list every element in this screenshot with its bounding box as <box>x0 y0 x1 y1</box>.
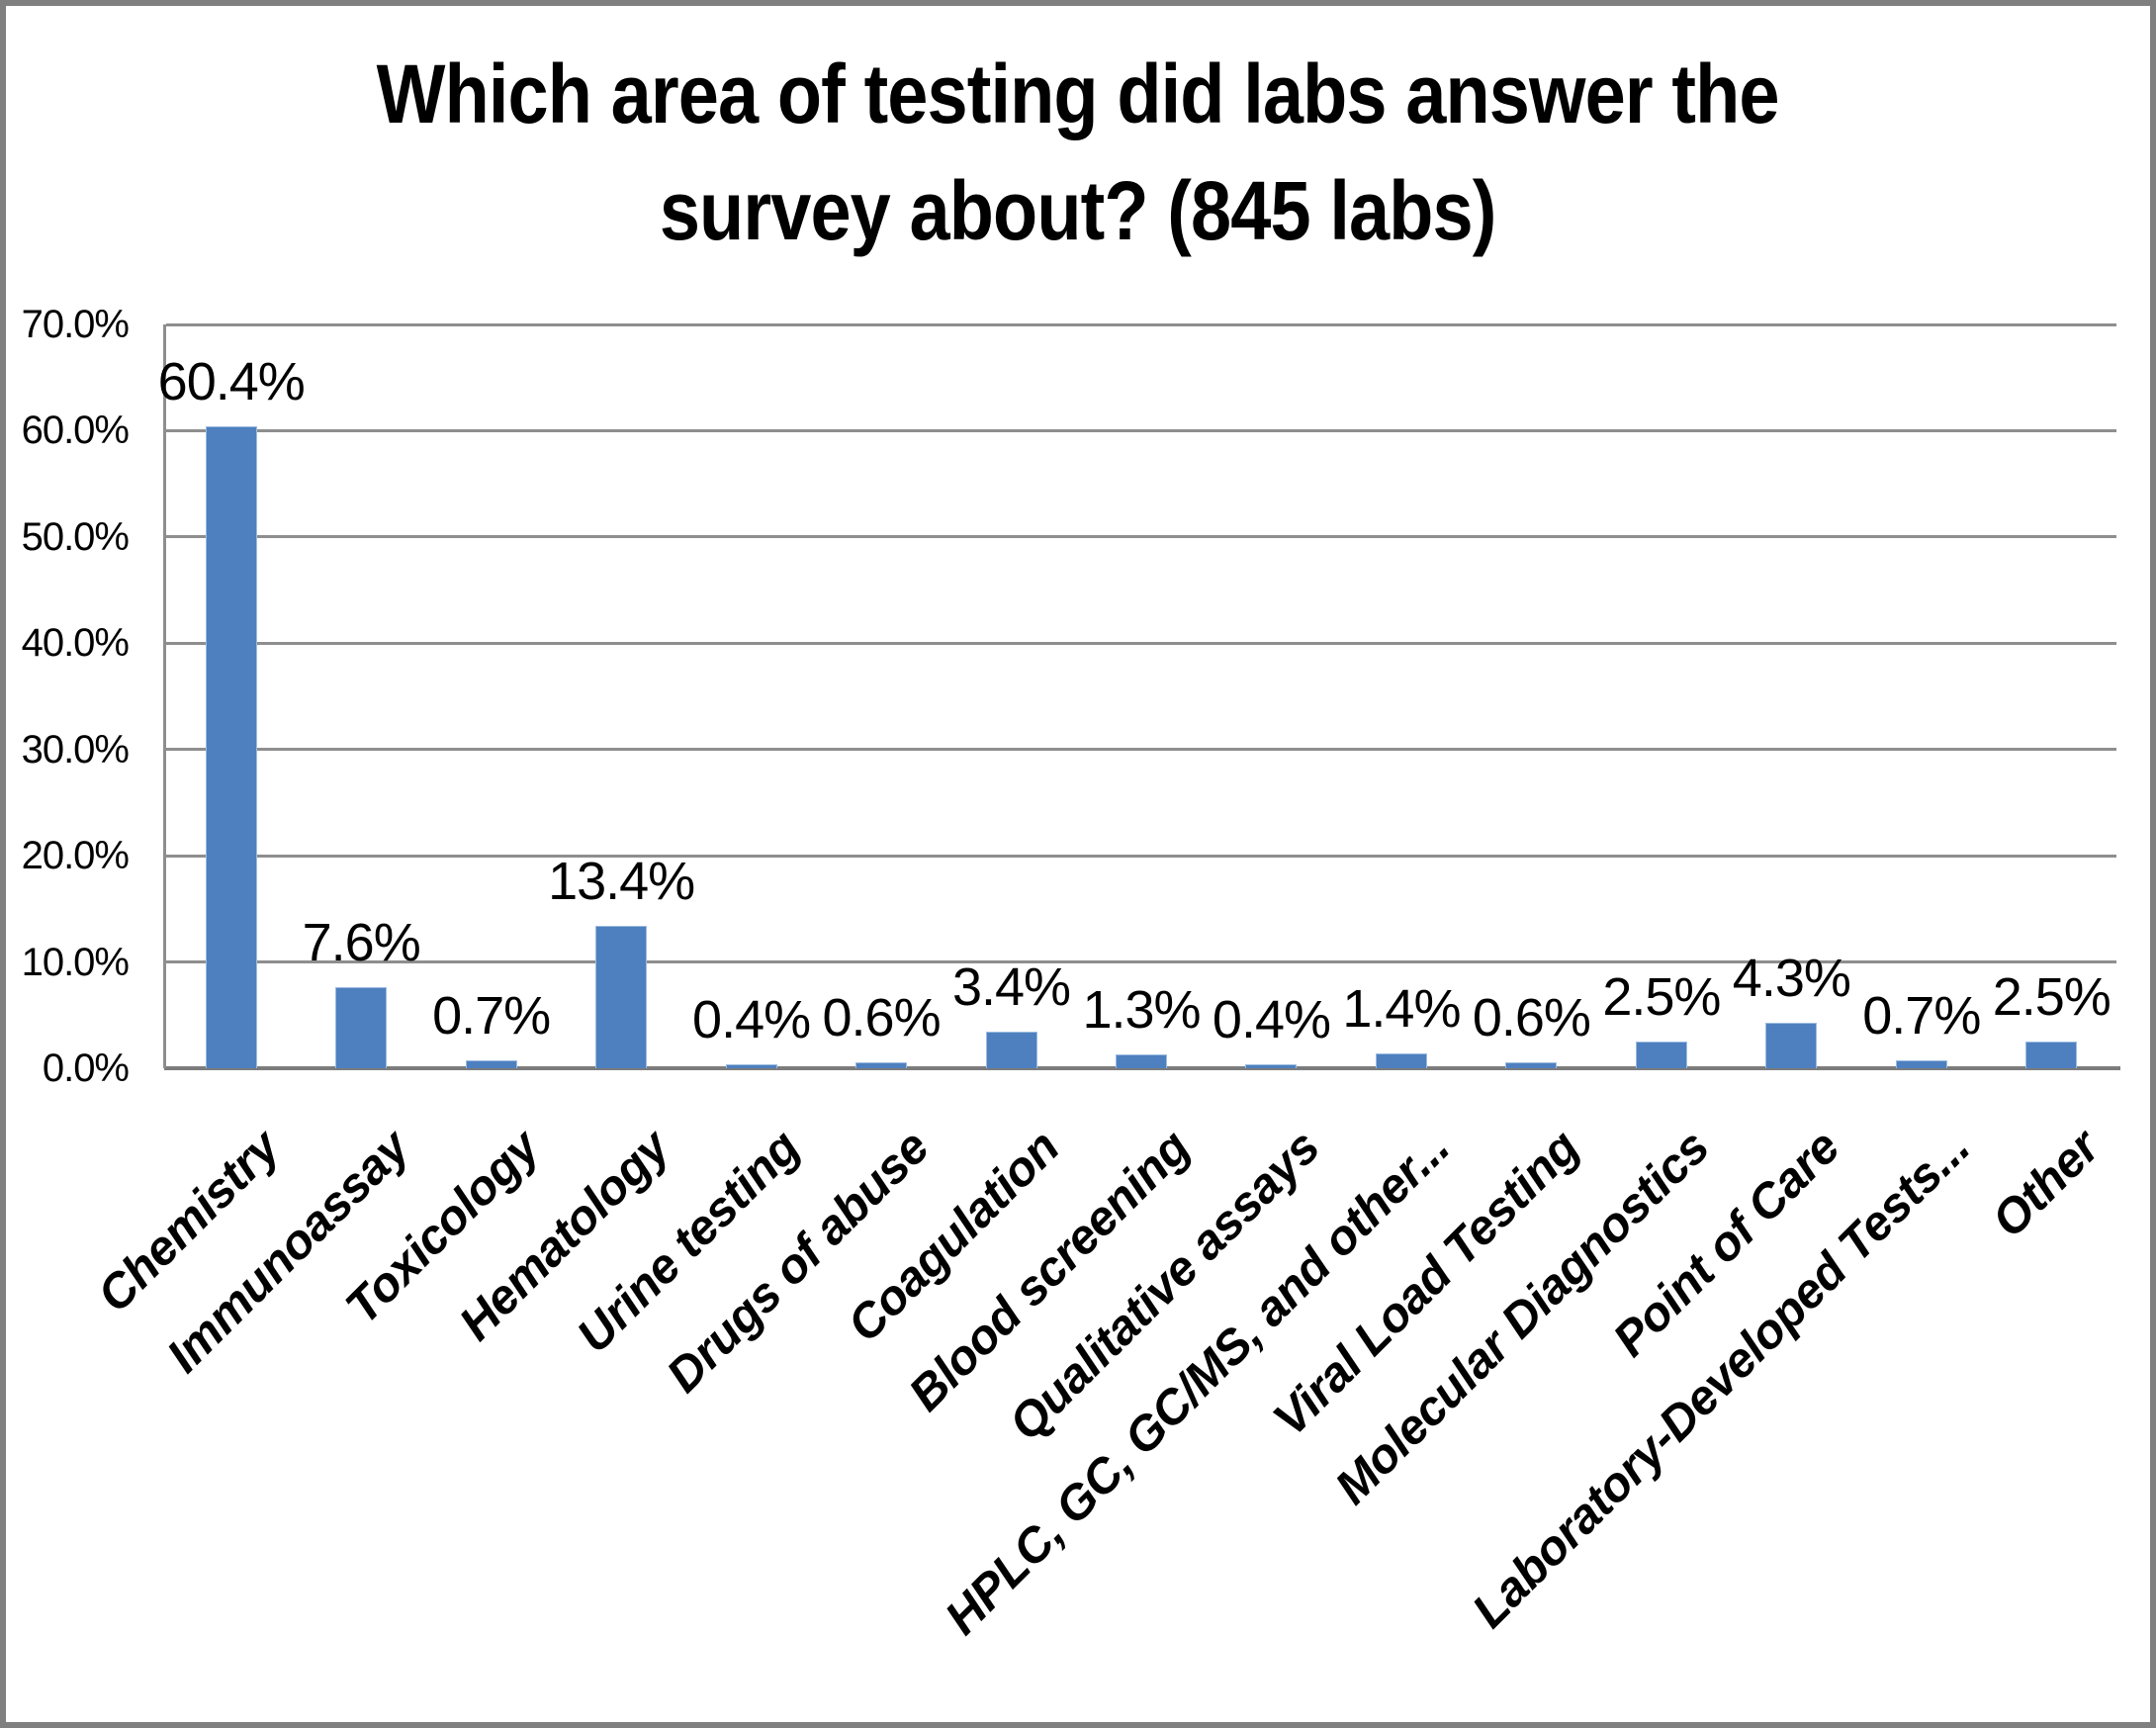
bar-qualitative-assays <box>1245 1063 1298 1068</box>
y-axis-tick-label: 50.0% <box>21 514 130 559</box>
y-axis-line <box>163 324 166 1068</box>
y-axis-tick-label: 0.0% <box>42 1046 130 1090</box>
bar-blood-screening <box>1116 1054 1167 1068</box>
data-label-drugs-of-abuse: 0.6% <box>822 987 942 1047</box>
data-label-molecular-diagnostics: 2.5% <box>1602 967 1721 1028</box>
bar-toxicology <box>465 1060 517 1068</box>
bar-laboratory-developed-tests <box>1895 1060 1947 1068</box>
y-axis-tick-label: 10.0% <box>21 940 130 984</box>
bar-hplc-gc-gc-ms-and-other <box>1375 1052 1427 1068</box>
gridline <box>166 854 2116 858</box>
data-label-blood-screening: 1.3% <box>1082 980 1201 1041</box>
x-axis-line <box>164 1066 2120 1070</box>
bar-viral-load-testing <box>1505 1061 1558 1068</box>
data-label-toxicology: 0.7% <box>432 986 551 1046</box>
data-label-laboratory-developed-tests: 0.7% <box>1862 986 1981 1046</box>
bar-molecular-diagnostics <box>1635 1042 1687 1068</box>
data-label-urine-testing: 0.4% <box>692 989 811 1049</box>
chart-title-line-1: Which area of testing did labs answer th… <box>377 47 1780 140</box>
y-axis-tick-label: 60.0% <box>21 409 130 453</box>
bar-chemistry <box>205 426 257 1068</box>
data-label-immunoassay: 7.6% <box>302 913 421 973</box>
y-axis-tick-label: 70.0% <box>21 303 130 346</box>
gridline <box>166 748 2116 752</box>
gridline <box>166 535 2116 539</box>
bar-point-of-care <box>1765 1022 1818 1068</box>
bar-drugs-of-abuse <box>855 1061 908 1068</box>
bar-coagulation <box>985 1032 1037 1068</box>
x-axis-label-other: Other <box>1982 1120 2111 1248</box>
x-axis-label-point-of-care: Point of Care <box>1603 1120 1850 1367</box>
bar-other <box>2025 1042 2078 1068</box>
y-axis-tick-label: 40.0% <box>21 621 130 666</box>
data-label-hematology: 13.4% <box>548 852 695 912</box>
y-axis-tick-label: 20.0% <box>21 834 130 878</box>
data-label-qualitative-assays: 0.4% <box>1212 989 1331 1049</box>
bar-immunoassay <box>335 987 388 1068</box>
y-axis-tick-label: 30.0% <box>21 727 130 772</box>
gridline <box>166 641 2116 645</box>
data-label-hplc-gc-gc-ms-and-other: 1.4% <box>1342 978 1461 1039</box>
gridline <box>166 428 2116 432</box>
bar-hematology <box>595 926 648 1068</box>
data-label-chemistry: 60.4% <box>157 352 306 412</box>
data-label-other: 2.5% <box>1992 967 2111 1028</box>
data-label-viral-load-testing: 0.6% <box>1472 987 1591 1047</box>
data-label-point-of-care: 4.3% <box>1732 948 1851 1008</box>
gridline <box>166 960 2116 964</box>
bar-urine-testing <box>725 1063 777 1068</box>
chart-title: Which area of testing did labs answer th… <box>0 36 2156 269</box>
gridline <box>166 322 2116 326</box>
data-label-coagulation: 3.4% <box>951 957 1071 1018</box>
chart-title-line-2: survey about? (845 labs) <box>660 164 1497 257</box>
